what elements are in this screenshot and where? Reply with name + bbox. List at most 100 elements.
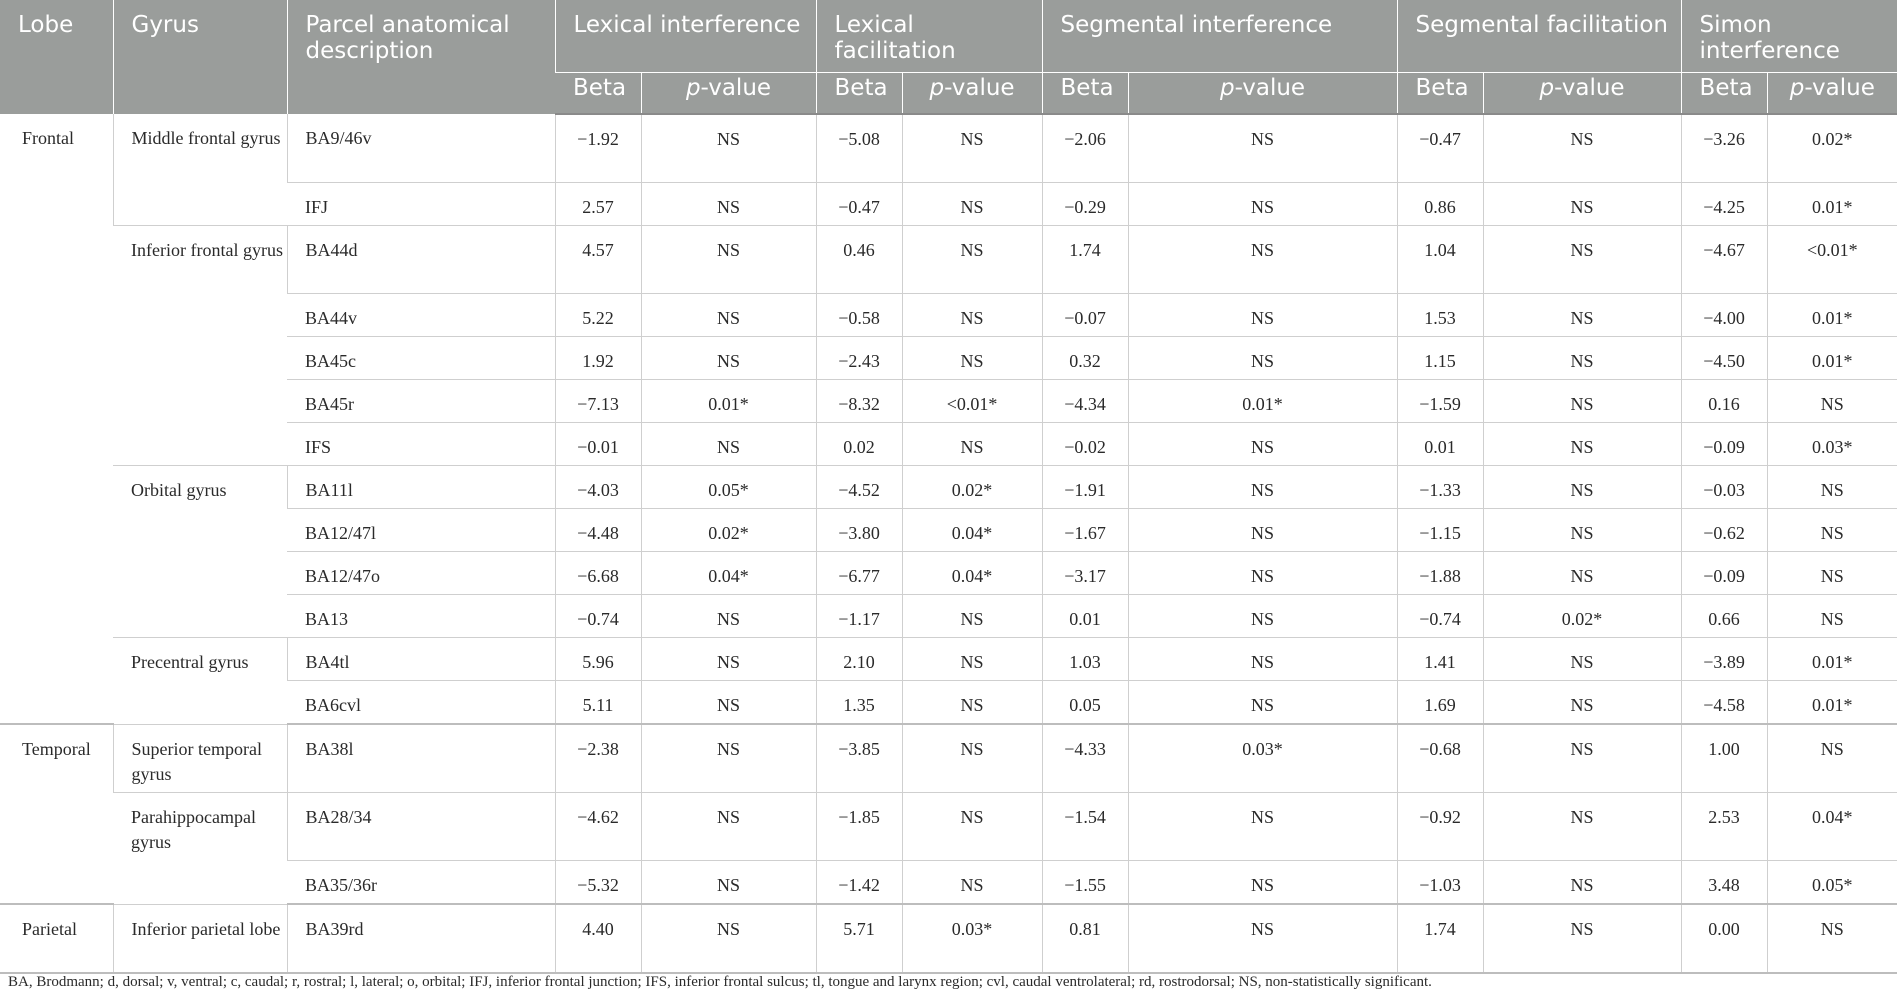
table-row: BA13 −0.74 NS −1.17 NS 0.01 NS −0.74 0.02* 0.66 NS	[0, 594, 1897, 638]
p-value-cell: NS	[901, 680, 1043, 725]
beta-cell: 0.01	[1041, 594, 1129, 638]
p-value-cell: 0.02*	[901, 465, 1043, 509]
beta-cell: −0.02	[1041, 422, 1129, 466]
table-row: BA12/47o −6.68 0.04* −6.77 0.04* −3.17 NS −1.88…	[0, 551, 1897, 595]
p-value-cell: NS	[1766, 465, 1897, 509]
beta-cell: −4.00	[1680, 293, 1768, 337]
beta-cell: −0.74	[1396, 594, 1484, 638]
p-value-cell: NS	[1482, 465, 1682, 509]
beta-cell: −7.13	[554, 379, 641, 423]
table-row: BA35/36r −5.32 NS −1.42 NS −1.55 NS −1.03 NS 3.48…	[0, 860, 1897, 905]
p-value-cell: NS	[1766, 508, 1897, 552]
beta-cell: 0.86	[1396, 182, 1484, 226]
header-parcel: Parcel anatomical description	[286, 0, 555, 114]
p-value-cell: NS	[901, 637, 1043, 681]
p-value-cell: NS	[640, 422, 817, 466]
p-value-cell: 0.03*	[1766, 422, 1897, 466]
beta-cell: −8.32	[815, 379, 903, 423]
beta-cell: 5.22	[554, 293, 641, 337]
beta-cell: 2.53	[1680, 792, 1768, 861]
beta-cell: −1.42	[815, 860, 903, 905]
p-value-cell: NS	[640, 293, 817, 337]
beta-cell: 1.03	[1041, 637, 1129, 681]
header-lexical-facilitation: Lexical facilitation	[815, 0, 1043, 73]
beta-cell: −0.01	[554, 422, 641, 466]
beta-cell: −5.32	[554, 860, 641, 905]
beta-cell: −4.58	[1680, 680, 1768, 725]
beta-cell: 0.00	[1680, 904, 1768, 974]
table-row: IFJ 2.57 NS −0.47 NS −0.29 NS 0.86 NS −4.25 0.01*	[0, 182, 1897, 226]
p-value-cell: <0.01*	[1766, 225, 1897, 294]
p-value-cell: NS	[1482, 114, 1682, 183]
p-value-cell: NS	[1482, 225, 1682, 294]
gyrus-cell: Orbital gyrus	[113, 465, 287, 638]
p-value-cell: 0.01*	[640, 379, 817, 423]
beta-cell: 3.48	[1680, 860, 1768, 905]
header-beta: Beta	[1396, 72, 1484, 115]
beta-cell: −2.06	[1041, 114, 1129, 183]
beta-cell: −0.29	[1041, 182, 1129, 226]
header-p-value: p-value	[1127, 72, 1398, 115]
p-value-cell: <0.01*	[901, 379, 1043, 423]
gyrus-cell: Parahippocampal gyrus	[113, 792, 287, 905]
lobe-cell: Frontal	[0, 114, 113, 725]
p-value-cell: NS	[640, 792, 817, 861]
beta-cell: −4.34	[1041, 379, 1129, 423]
p-value-cell: NS	[1127, 508, 1398, 552]
p-value-cell: 0.01*	[1127, 379, 1398, 423]
beta-cell: −3.80	[815, 508, 903, 552]
p-value-cell: NS	[1127, 680, 1398, 725]
gyrus-cell: Middle frontal gyrus	[112, 114, 287, 226]
beta-cell: 1.53	[1396, 293, 1484, 337]
parcel-cell: BA44v	[287, 293, 555, 337]
beta-cell: 1.15	[1396, 336, 1484, 380]
p-value-cell: NS	[901, 293, 1043, 337]
p-value-cell: NS	[1482, 792, 1682, 861]
p-value-cell: NS	[1127, 860, 1398, 905]
p-value-cell: 0.03*	[1127, 724, 1398, 793]
beta-cell: −2.43	[815, 336, 903, 380]
table-row: Inferior frontal gyrus BA44d 4.57 NS 0.46 NS 1…	[0, 225, 1897, 466]
table-row: Orbital gyrus BA11l −4.03 0.05* −4.52 0.02* −1…	[0, 465, 1897, 638]
beta-cell: 1.04	[1396, 225, 1484, 294]
beta-cell: 4.57	[554, 225, 641, 294]
p-value-cell: NS	[1127, 904, 1398, 974]
beta-cell: −3.85	[815, 724, 903, 793]
p-value-cell: 0.01*	[1766, 293, 1897, 337]
p-value-cell: NS	[1127, 114, 1398, 183]
beta-cell: 0.66	[1680, 594, 1768, 638]
beta-cell: 2.57	[554, 182, 641, 226]
p-value-cell: NS	[1766, 594, 1897, 638]
header-p-value: p-value	[1766, 72, 1897, 115]
lobe-cell: Temporal	[0, 724, 113, 905]
beta-cell: 4.40	[554, 904, 641, 974]
header-beta: Beta	[555, 72, 641, 115]
p-value-cell: 0.02*	[1482, 594, 1682, 638]
parcel-cell: BA44d	[286, 225, 555, 294]
beta-cell: −4.62	[554, 792, 641, 861]
header-p-letter: p	[685, 75, 701, 101]
beta-cell: 5.11	[554, 680, 641, 725]
p-value-cell: NS	[901, 225, 1043, 294]
p-value-cell: NS	[1127, 594, 1398, 638]
parcel-cell: BA11l	[286, 465, 555, 509]
table-row: BA45r −7.13 0.01* −8.32 <0.01* −4.34 0.01* −1.5…	[0, 379, 1897, 423]
p-value-cell: NS	[1127, 465, 1398, 509]
beta-cell: 1.41	[1396, 637, 1484, 681]
p-value-cell: 0.01*	[1766, 182, 1897, 226]
beta-cell: −1.33	[1396, 465, 1484, 509]
p-value-cell: NS	[1482, 724, 1682, 793]
p-value-cell: NS	[640, 680, 817, 725]
p-value-cell: 0.04*	[901, 551, 1043, 595]
p-value-cell: NS	[901, 724, 1043, 793]
parcel-cell: BA6cvl	[287, 680, 555, 725]
beta-cell: −1.67	[1041, 508, 1129, 552]
header-beta: Beta	[815, 72, 903, 115]
header-segmental-facilitation: Segmental facilitation	[1396, 0, 1682, 73]
p-value-cell: NS	[640, 336, 817, 380]
gyrus-cell: Precentral gyrus	[113, 637, 287, 725]
beta-cell: −3.89	[1680, 637, 1768, 681]
results-table-container: Lobe Gyrus Parcel anatomical description…	[0, 0, 1897, 974]
beta-cell: −1.54	[1041, 792, 1129, 861]
p-value-cell: 0.01*	[1766, 336, 1897, 380]
